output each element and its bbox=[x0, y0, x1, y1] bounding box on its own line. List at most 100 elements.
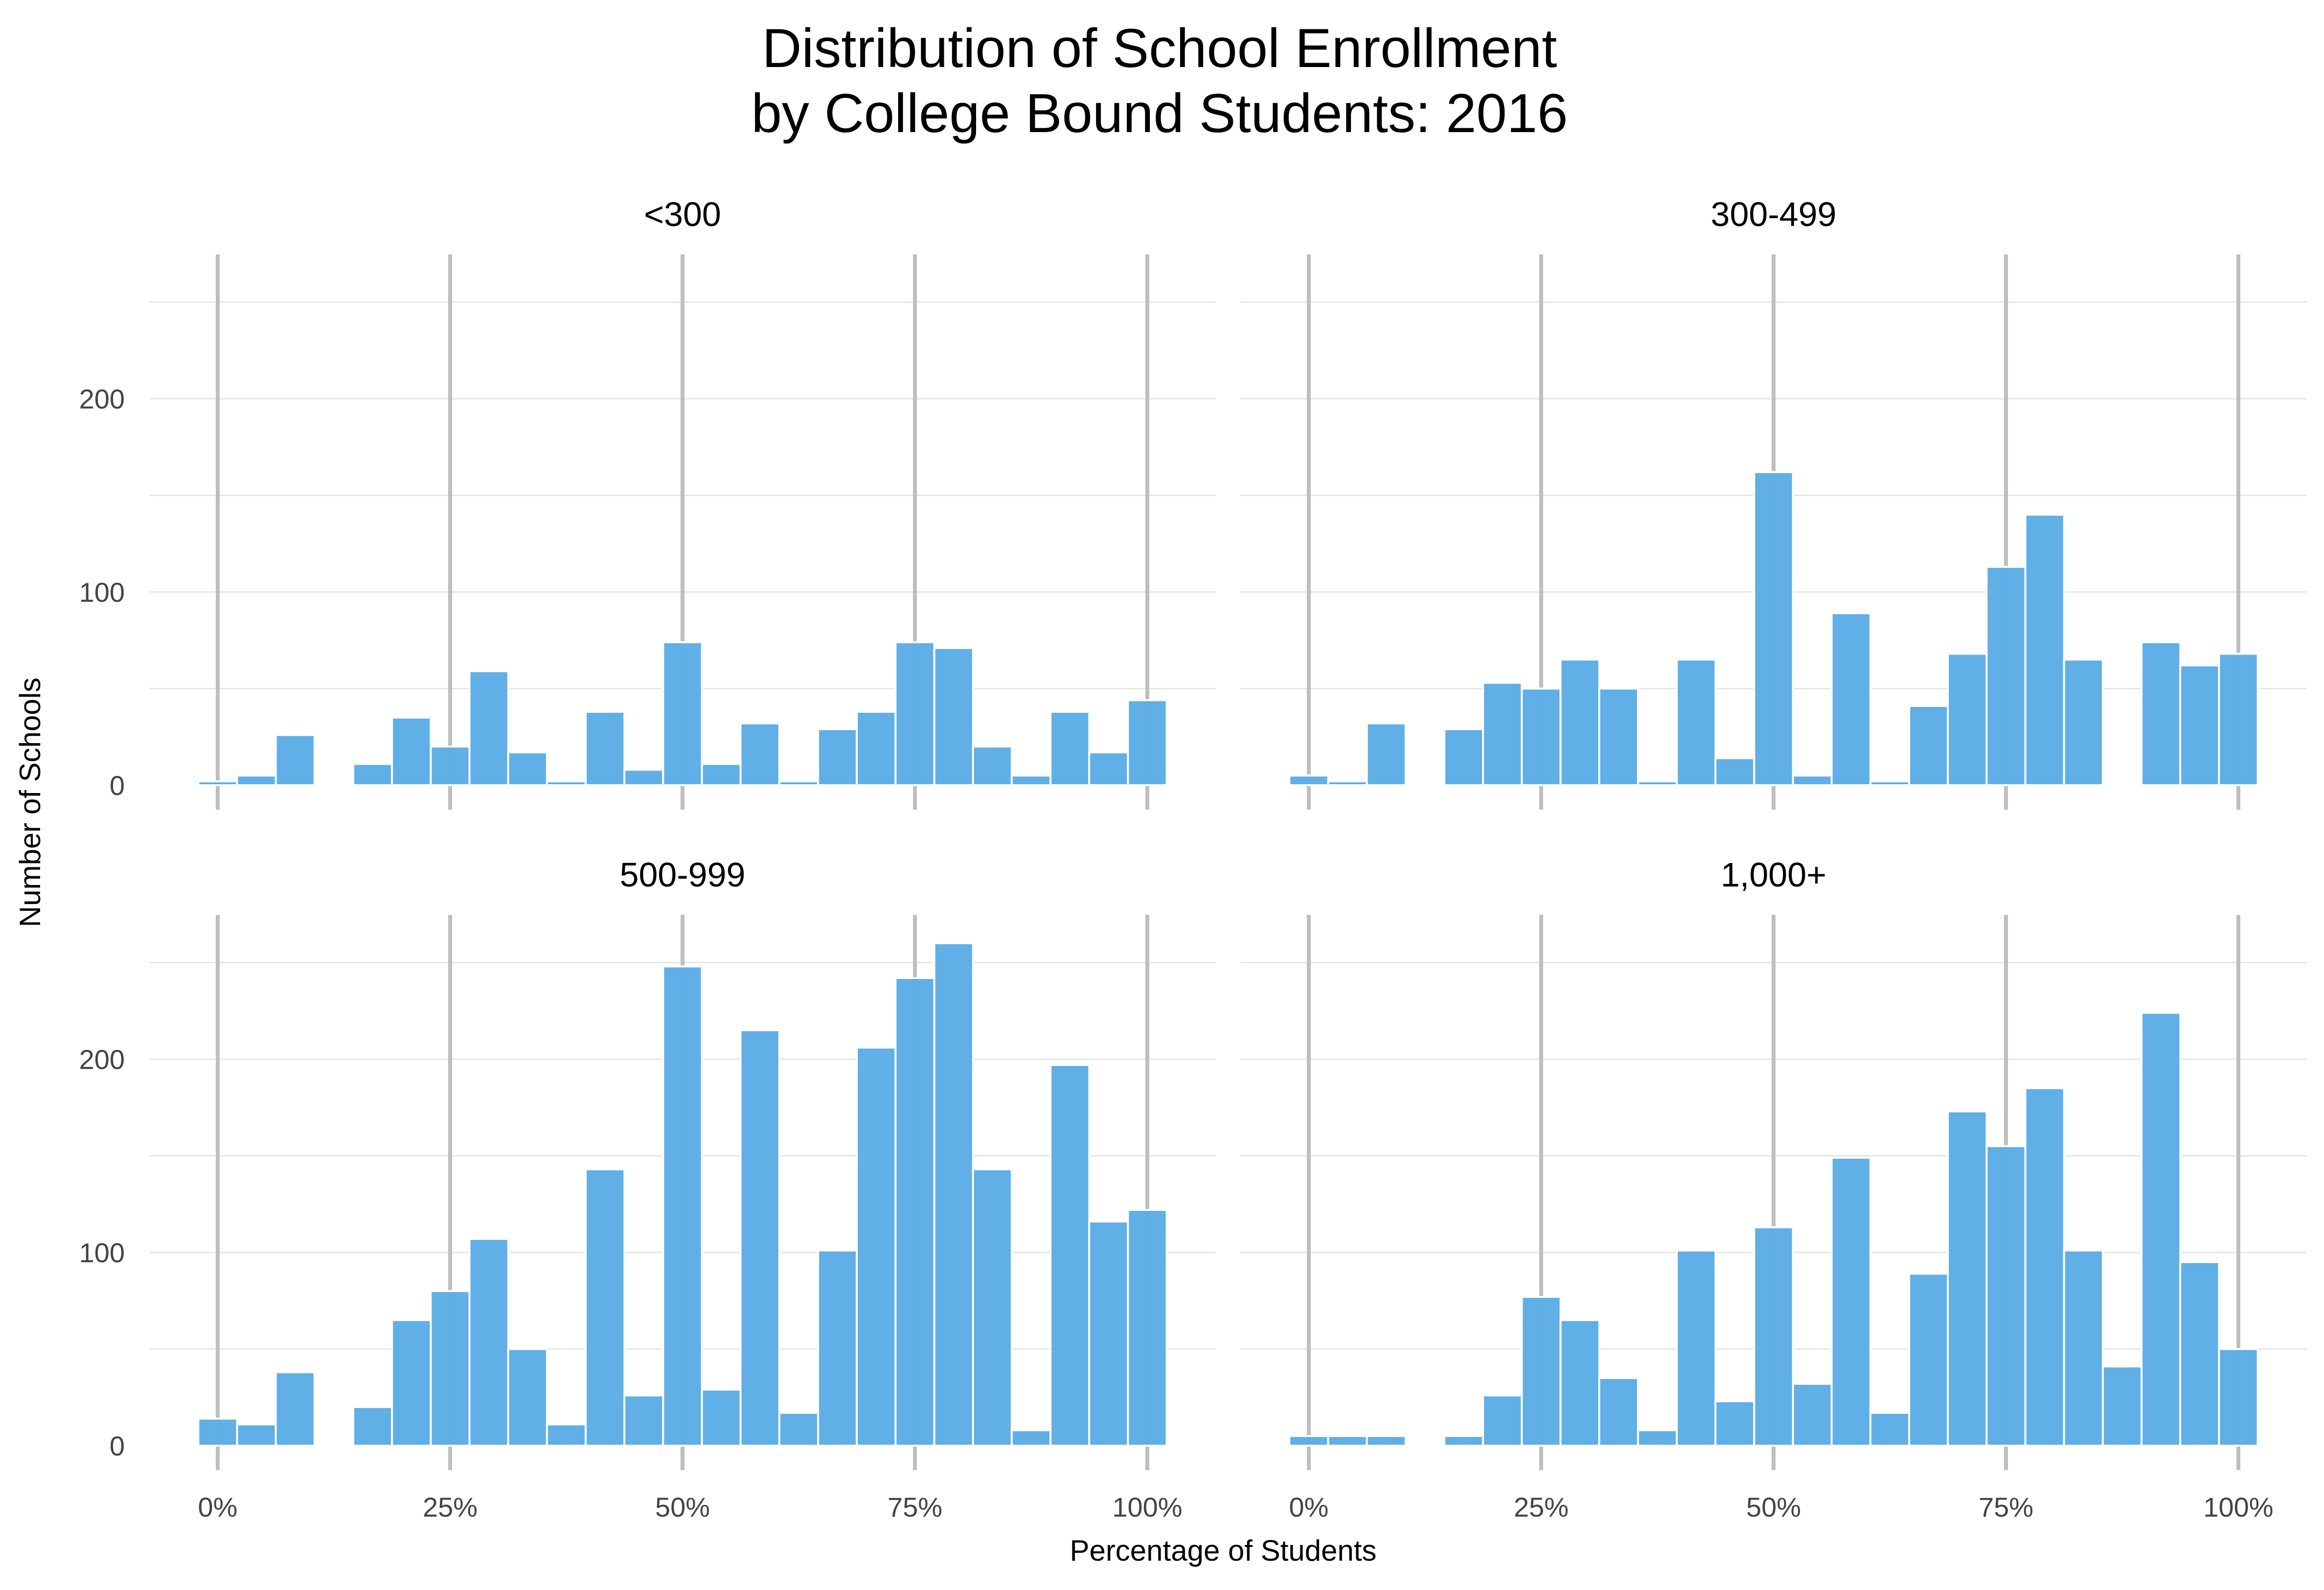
facet-panels: <300 0 100 200 300-499 500-999 0 100 200 0% 25% 50%… bbox=[79, 195, 2307, 1522]
histogram-bar bbox=[2101, 1365, 2143, 1447]
facet-label: <300 bbox=[644, 195, 721, 233]
histogram-bar bbox=[236, 1423, 277, 1447]
x-tick-label: 100% bbox=[1112, 1492, 1182, 1522]
chart-title-line-1: Distribution of School Enrollment bbox=[762, 18, 1557, 79]
histogram-bar bbox=[1443, 728, 1484, 786]
histogram-bar bbox=[1598, 687, 1639, 786]
histogram-bar bbox=[2024, 514, 2065, 786]
histogram-bar bbox=[1127, 699, 1168, 786]
x-tick-label: 50% bbox=[655, 1492, 710, 1522]
facet-label: 500-999 bbox=[620, 856, 746, 894]
y-tick-label: 200 bbox=[79, 384, 125, 414]
histogram-bar bbox=[1637, 780, 1678, 786]
histogram-bar bbox=[1088, 1220, 1129, 1447]
histogram-bar bbox=[1049, 710, 1091, 787]
histogram-bar bbox=[894, 641, 935, 786]
y-tick-label: 100 bbox=[79, 1237, 125, 1268]
histogram-bar bbox=[623, 1394, 664, 1447]
histogram-bar bbox=[1049, 1064, 1091, 1447]
histogram-bar bbox=[1366, 1435, 1407, 1447]
histogram-bar bbox=[1792, 1383, 1833, 1447]
histogram-bar bbox=[1010, 774, 1052, 786]
y-tick-label: 0 bbox=[110, 1431, 125, 1461]
histogram-bar bbox=[856, 710, 897, 787]
histogram-bar bbox=[972, 1168, 1013, 1447]
y-tick-label: 100 bbox=[79, 577, 125, 608]
histogram-bar bbox=[817, 1249, 858, 1447]
histogram-bar bbox=[1598, 1377, 1639, 1447]
histogram-bar bbox=[856, 1046, 897, 1447]
histogram-bar bbox=[274, 1371, 316, 1447]
histogram-bar bbox=[2218, 653, 2259, 787]
histogram-bar bbox=[468, 1238, 509, 1447]
histogram-bar bbox=[1753, 1226, 1794, 1447]
histogram-bar bbox=[972, 746, 1013, 786]
histogram-bar bbox=[1637, 1429, 1678, 1447]
histogram-bar bbox=[817, 728, 858, 786]
histogram-bar bbox=[933, 647, 974, 787]
histogram-bar bbox=[1676, 1249, 1717, 1447]
histogram-bar bbox=[1127, 1209, 1168, 1447]
histogram-bar bbox=[1327, 780, 1368, 786]
histogram-bar bbox=[1521, 1295, 1562, 1447]
histogram-bar bbox=[1366, 722, 1407, 786]
panel-3: 500-999 0 100 200 0% 25% 50% 75% 100% bbox=[79, 856, 1216, 1522]
histogram-bar bbox=[1985, 566, 2027, 787]
histogram-bar bbox=[391, 716, 432, 786]
facet-label: 1,000+ bbox=[1721, 856, 1826, 894]
histogram-bar bbox=[430, 746, 471, 786]
histogram-bar bbox=[1288, 774, 1329, 786]
histogram-bar bbox=[468, 670, 509, 786]
histogram-bar bbox=[430, 1290, 471, 1447]
histogram-bar bbox=[1088, 751, 1129, 786]
histogram-bar bbox=[197, 780, 238, 786]
histogram-bar bbox=[352, 1406, 393, 1447]
panel-1: <300 0 100 200 bbox=[79, 195, 1216, 810]
histogram-bar bbox=[1830, 1157, 1871, 1447]
histogram-bar bbox=[1676, 659, 1717, 786]
histogram-bar bbox=[2141, 1012, 2182, 1447]
histogram-bar bbox=[701, 1388, 742, 1447]
histogram-bar bbox=[2179, 1261, 2220, 1447]
x-tick-label: 100% bbox=[2203, 1492, 2273, 1522]
histogram-bar bbox=[1830, 612, 1871, 786]
histogram-bar bbox=[236, 774, 277, 786]
x-tick-label: 75% bbox=[888, 1492, 942, 1522]
histogram-bar bbox=[2063, 659, 2104, 786]
histogram-bar bbox=[1482, 1394, 1523, 1447]
histogram-bar bbox=[1521, 687, 1562, 786]
histogram-bar bbox=[1288, 1435, 1329, 1447]
histogram-bar bbox=[1908, 1272, 1949, 1447]
x-axis-title: Percentage of Students bbox=[1070, 1534, 1376, 1567]
histogram-bar bbox=[2218, 1348, 2259, 1447]
histogram-bar bbox=[1947, 653, 1988, 787]
histogram-bar bbox=[1869, 780, 1911, 786]
histogram-bar bbox=[546, 1423, 587, 1447]
x-tick-label: 25% bbox=[1514, 1492, 1569, 1522]
histogram-bar bbox=[2179, 664, 2220, 786]
histogram-bar bbox=[1714, 1400, 1755, 1447]
histogram-bar bbox=[1792, 774, 1833, 786]
histogram-bar bbox=[507, 1348, 548, 1447]
x-tick-label: 0% bbox=[1289, 1492, 1329, 1522]
histogram-bar bbox=[1482, 681, 1523, 787]
histogram-bar bbox=[352, 763, 393, 787]
histogram-bar bbox=[662, 965, 703, 1447]
histogram-bar bbox=[391, 1319, 432, 1447]
histogram-bar bbox=[1908, 705, 1949, 787]
histogram-bar bbox=[894, 977, 935, 1447]
chart-title-line-2: by College Bound Students: 2016 bbox=[752, 83, 1568, 144]
histogram-bar bbox=[2024, 1087, 2065, 1447]
histogram-bar bbox=[778, 780, 820, 786]
histogram-bar bbox=[1327, 1435, 1368, 1447]
histogram-bar bbox=[1443, 1435, 1484, 1447]
histogram-bar bbox=[2063, 1249, 2104, 1447]
panel-2: 300-499 bbox=[1240, 195, 2307, 810]
histogram-bar bbox=[507, 751, 548, 786]
histogram-bar bbox=[739, 1029, 780, 1447]
histogram-bar bbox=[546, 780, 587, 786]
histogram-bar bbox=[1869, 1411, 1911, 1447]
histogram-bar bbox=[1985, 1145, 2027, 1447]
panel-4: 1,000+ 0% 25% 50% 75% 100% bbox=[1240, 856, 2307, 1522]
